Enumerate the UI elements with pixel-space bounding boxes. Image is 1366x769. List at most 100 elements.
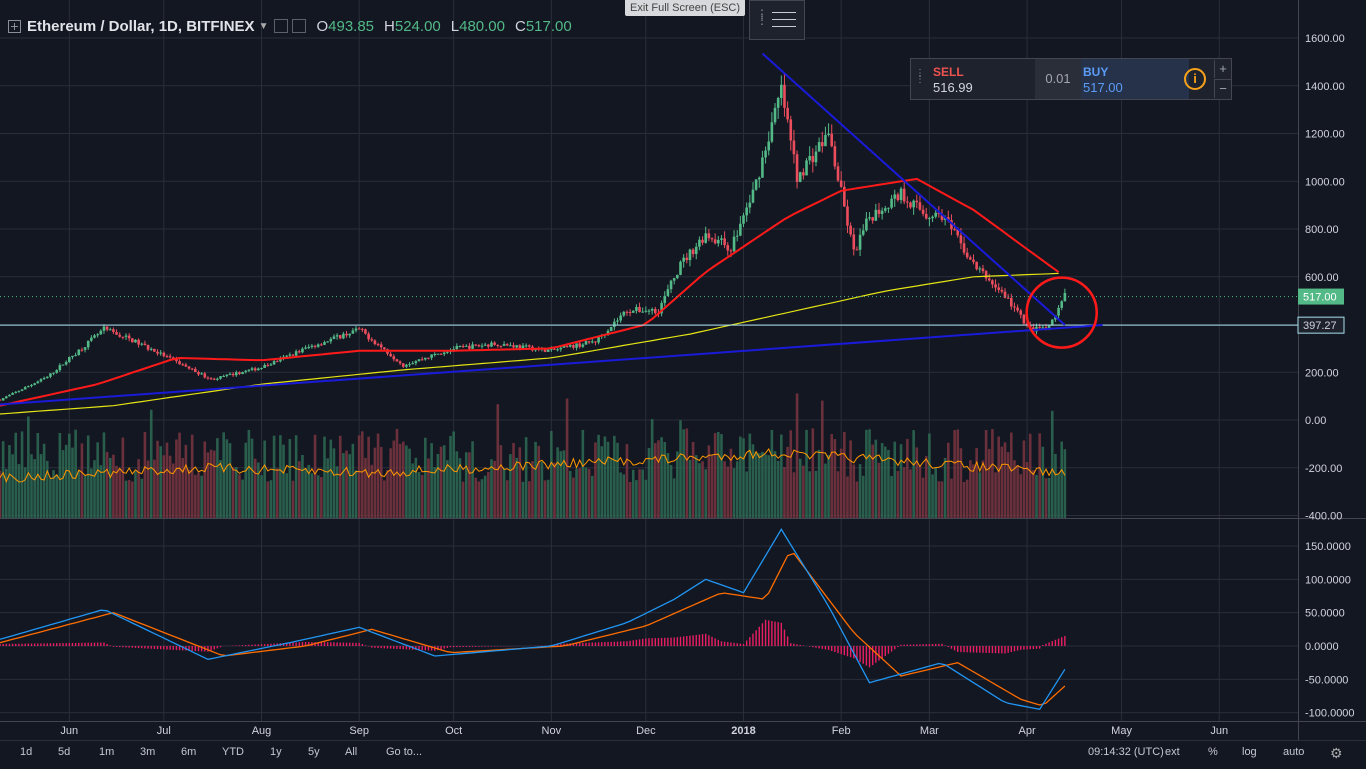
chevron-down-icon[interactable]: ▼ — [258, 20, 269, 32]
buy-button[interactable]: BUY 517.00 — [1081, 59, 1189, 99]
volume-bar — [83, 474, 87, 518]
range-1y[interactable]: 1y — [270, 746, 282, 758]
volume-bar — [590, 475, 594, 518]
candle-body — [619, 315, 622, 321]
candle-body — [301, 348, 304, 353]
goto-date-button[interactable]: Go to... — [386, 746, 423, 758]
candle-body — [439, 353, 443, 355]
candle-body — [625, 311, 629, 313]
increase-quantity-button[interactable]: + — [1214, 60, 1231, 78]
expand-icon[interactable] — [8, 19, 21, 33]
volume-bar — [430, 443, 433, 518]
volume-bar — [833, 439, 837, 518]
volume-bar — [342, 453, 345, 518]
range-3m[interactable]: 3m — [140, 746, 156, 758]
candle-body — [263, 365, 266, 368]
volume-bar — [1028, 433, 1032, 518]
toggle-percent[interactable]: % — [1208, 746, 1218, 758]
sell-button[interactable]: SELL 516.99 — [927, 59, 1035, 99]
candle-body — [364, 329, 367, 334]
candle-body — [893, 194, 897, 199]
trendline[interactable] — [761, 52, 1066, 326]
candle-body — [190, 368, 194, 370]
volume-bar — [411, 463, 415, 518]
candle-body — [64, 362, 68, 365]
volume-bar — [846, 476, 849, 518]
candle-body — [184, 364, 188, 367]
volume-bar — [638, 469, 641, 518]
volume-bar — [212, 450, 216, 518]
volume-bar — [253, 458, 257, 518]
volume-bar — [294, 435, 298, 518]
candle-body — [572, 345, 575, 348]
ohlc-values: O 493.85 H 524.00 L 480.00 C 517.00 — [306, 18, 571, 35]
volume-bar — [452, 431, 455, 518]
volume-bar — [1010, 432, 1013, 518]
volume-bar — [137, 459, 140, 518]
time-axis-label: Apr — [1018, 725, 1035, 737]
candle-body — [553, 348, 556, 350]
candle-body — [742, 215, 745, 224]
candle-body — [496, 344, 500, 346]
range-5d[interactable]: 5d — [58, 746, 71, 758]
candle-body — [234, 372, 238, 376]
candle-body — [178, 361, 181, 365]
volume-bar — [827, 455, 830, 518]
volume-bar — [52, 470, 55, 518]
candle-body — [912, 200, 915, 208]
candle-body — [814, 151, 818, 163]
highlight-circle[interactable] — [1025, 276, 1098, 349]
candle-body — [909, 202, 912, 208]
trendline[interactable] — [0, 323, 1103, 406]
candle-body — [20, 389, 24, 391]
candle-body — [105, 326, 109, 330]
candle-body — [433, 353, 437, 355]
volume-bar — [531, 461, 534, 518]
range-5y[interactable]: 5y — [308, 746, 320, 758]
price-axis-label: 1400.00 — [1305, 81, 1345, 93]
candle-body — [77, 349, 81, 356]
volume-bar — [994, 472, 997, 518]
candle-body — [1003, 291, 1007, 298]
volume-bar — [537, 445, 541, 518]
volume-bar — [96, 442, 99, 518]
volume-bar — [121, 437, 125, 518]
volume-bar — [279, 435, 282, 518]
symbol-title[interactable]: Ethereum / Dollar, 1D, BITFINEX — [27, 17, 255, 35]
volume-bar — [654, 443, 657, 518]
candle-body — [924, 213, 928, 219]
candle-body — [86, 340, 90, 348]
volume-bar — [209, 449, 213, 518]
range-1d[interactable]: 1d — [20, 746, 33, 758]
candle-body — [792, 140, 796, 155]
range-ytd[interactable]: YTD — [222, 746, 244, 758]
settings-icon[interactable] — [274, 19, 289, 33]
utc-clock[interactable]: 09:14:32 (UTC) — [1088, 746, 1164, 758]
bottom-toolbar: 1d 5d 1m 3m 6m YTD 1y 5y All Go to... 09… — [0, 740, 1366, 769]
volume-bar — [688, 459, 692, 518]
range-all[interactable]: All — [345, 746, 358, 758]
hide-icon[interactable] — [292, 19, 307, 33]
volume-bar — [455, 451, 459, 518]
toggle-ext[interactable]: ext — [1165, 746, 1180, 758]
candle-body — [776, 98, 780, 108]
gear-icon[interactable]: ⚙ — [1330, 745, 1343, 761]
info-icon[interactable]: i — [1184, 68, 1206, 90]
candle-body — [455, 346, 459, 349]
toggle-auto[interactable]: auto — [1283, 746, 1305, 758]
volume-bar — [713, 433, 717, 518]
grip-icon[interactable]: ⋮ ⋮ — [915, 68, 925, 85]
decrease-quantity-button[interactable]: − — [1214, 79, 1231, 98]
candle-body — [83, 347, 87, 350]
range-6m[interactable]: 6m — [181, 746, 197, 758]
exit-fullscreen-button[interactable]: Exit Full Screen (ESC) — [625, 0, 745, 16]
toggle-log[interactable]: log — [1242, 746, 1257, 758]
candle-body — [483, 344, 487, 346]
volume-bar — [379, 446, 383, 518]
price-axis-label: 0.00 — [1305, 415, 1326, 427]
macd-axis-label: 100.0000 — [1305, 574, 1351, 586]
candle-body — [118, 334, 122, 337]
range-1m[interactable]: 1m — [99, 746, 115, 758]
drawing-menu-button[interactable]: ⋮ ⋮ — [749, 0, 805, 40]
